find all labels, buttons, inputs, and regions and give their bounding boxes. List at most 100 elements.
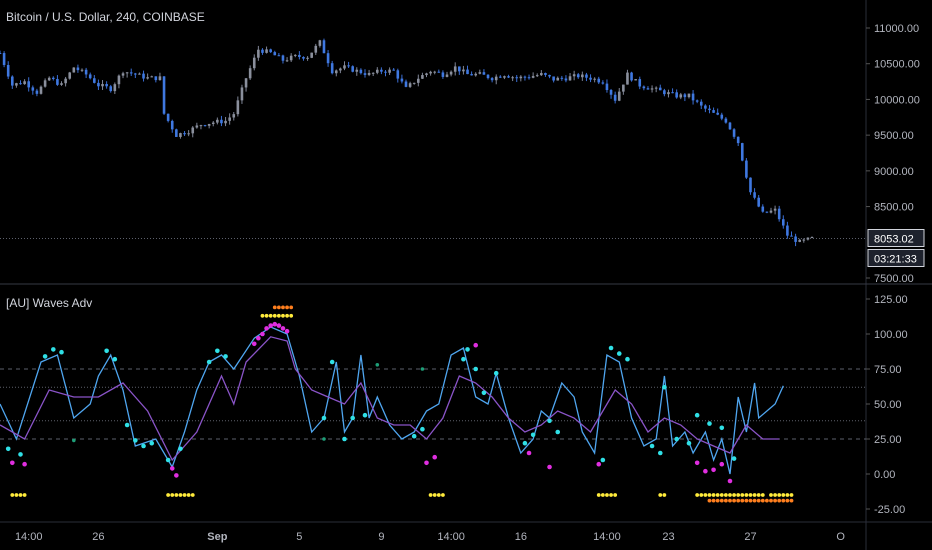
cyan-signal-dot	[350, 415, 355, 421]
candle-body	[170, 120, 174, 130]
candle-body	[404, 81, 408, 87]
price-tick-label: 11000.00	[874, 23, 919, 35]
candle-body	[150, 76, 154, 78]
magenta-signal-dot	[268, 323, 273, 328]
candle-body	[248, 68, 252, 79]
magenta-signal-dot	[260, 331, 265, 337]
candle-body	[531, 76, 535, 78]
candle-body	[548, 74, 551, 77]
osc-tick-label: 100.00	[874, 329, 908, 341]
candle-body	[449, 71, 453, 75]
time-tick-label: 16	[515, 531, 527, 543]
candle-body	[732, 129, 736, 137]
orange-marker	[732, 498, 736, 503]
magenta-signal-dot	[169, 466, 175, 471]
candle-body	[560, 77, 564, 79]
candle-body	[88, 74, 92, 79]
candle-body	[761, 206, 765, 212]
candle-body	[486, 74, 490, 79]
yellow-marker	[178, 493, 183, 497]
orange-marker	[777, 498, 782, 503]
magenta-signal-dot	[711, 467, 716, 473]
candle-body	[679, 94, 683, 98]
candle-body	[753, 192, 756, 198]
cyan-signal-dot	[18, 452, 23, 457]
candle-body	[589, 77, 592, 80]
candle-body	[64, 78, 67, 84]
candle-body	[129, 72, 133, 74]
candle-body	[724, 118, 728, 123]
cyan-signal-dot	[662, 384, 667, 390]
candle-body	[191, 127, 195, 134]
magenta-signal-dot	[284, 328, 290, 334]
magenta-signal-dot	[432, 454, 438, 460]
orange-marker	[781, 498, 786, 503]
yellow-marker	[441, 493, 445, 497]
yellow-marker	[732, 493, 736, 497]
orange-marker	[740, 498, 745, 503]
yellow-marker	[756, 493, 761, 497]
cyan-signal-dot	[362, 412, 368, 418]
candle-body	[43, 80, 47, 87]
candle-body	[503, 76, 506, 78]
yellow-marker	[10, 493, 15, 497]
cyan-signal-dot	[625, 356, 630, 362]
candle-body	[101, 83, 104, 87]
countdown-box	[867, 248, 925, 267]
candle-body	[626, 72, 629, 85]
candle-body	[794, 236, 797, 242]
candle-body	[31, 87, 35, 91]
candle-body	[617, 91, 621, 101]
yellow-marker	[715, 493, 720, 497]
candle-body	[667, 92, 670, 95]
candle-body	[511, 77, 514, 79]
candle-body	[179, 133, 182, 137]
candle-body	[658, 87, 662, 91]
candle-body	[392, 69, 395, 71]
cyan-signal-dot	[178, 446, 183, 452]
magenta-signal-dot	[22, 461, 27, 467]
candle-body	[499, 76, 502, 78]
cyan-signal-dot	[133, 438, 138, 443]
magenta-signal-dot	[276, 323, 282, 328]
cyan-signal-dot	[657, 450, 663, 456]
candle-body	[84, 69, 88, 75]
orange-marker	[719, 498, 724, 503]
candle-body	[355, 69, 359, 72]
candle-body	[634, 79, 637, 81]
candle-body	[52, 77, 55, 80]
osc-tick-label: 125.00	[874, 294, 908, 306]
cyan-signal-dot	[112, 356, 118, 362]
candle-body	[252, 57, 256, 69]
magenta-signal-dot	[251, 341, 257, 347]
candle-body	[691, 93, 695, 101]
magenta-signal-dot	[424, 460, 429, 466]
cyan-signal-dot	[223, 354, 228, 359]
candle-body	[0, 53, 2, 54]
candle-body	[433, 71, 437, 73]
price-tick-label: 10000.00	[874, 94, 920, 106]
cyan-signal-dot	[42, 354, 48, 359]
candle-body	[285, 60, 289, 62]
candle-body	[105, 83, 108, 87]
orange-marker	[736, 498, 741, 503]
cyan-signal-dot	[686, 440, 692, 446]
magenta-signal-dot	[703, 468, 708, 474]
candle-body	[142, 73, 145, 79]
candle-body	[293, 54, 297, 56]
green-signal-dot	[72, 438, 76, 443]
orange-marker	[764, 498, 769, 503]
yellow-marker	[658, 493, 663, 497]
candle-body	[47, 77, 51, 81]
candle-body	[302, 56, 305, 59]
orange-marker	[711, 498, 716, 503]
orange-marker	[715, 498, 720, 503]
candle-body	[585, 74, 588, 78]
magenta-signal-dot	[272, 321, 278, 327]
candle-body	[367, 72, 371, 75]
cyan-signal-dot	[124, 422, 130, 428]
yellow-marker	[699, 493, 704, 497]
time-tick-label: 5	[296, 531, 302, 543]
candle-body	[712, 110, 715, 113]
yellow-marker	[736, 493, 741, 497]
